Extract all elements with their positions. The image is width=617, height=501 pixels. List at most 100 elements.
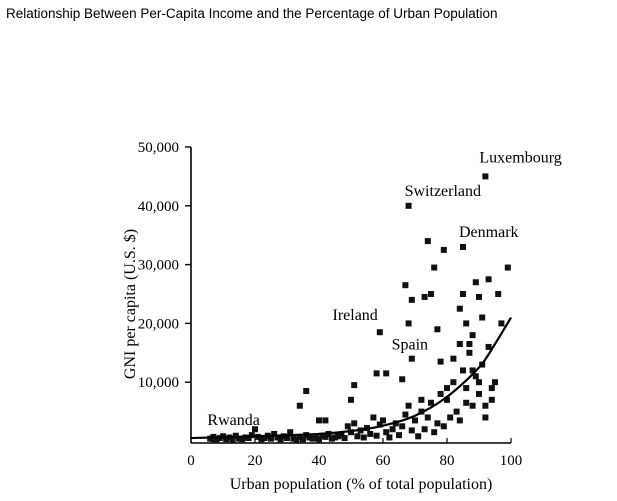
data-point	[373, 370, 380, 377]
data-point	[351, 382, 358, 389]
data-point	[408, 355, 415, 362]
data-point	[428, 291, 434, 297]
data-point	[232, 432, 239, 439]
data-point	[309, 435, 316, 442]
data-point	[402, 282, 409, 289]
x-axis-label: Urban population (% of total population)	[230, 476, 493, 493]
data-point	[472, 279, 479, 286]
data-point	[335, 433, 342, 440]
data-point	[498, 320, 505, 327]
data-point	[328, 435, 335, 442]
data-point	[479, 314, 486, 321]
data-point	[444, 385, 450, 392]
annotation-label: Rwanda	[207, 412, 259, 429]
data-point	[344, 423, 351, 430]
x-tick-label: 20	[248, 453, 263, 469]
data-point	[338, 431, 345, 438]
data-point	[456, 417, 463, 424]
data-point	[469, 332, 476, 339]
data-point	[399, 423, 406, 430]
data-point	[319, 432, 326, 439]
data-point	[277, 436, 284, 443]
data-point	[421, 426, 428, 433]
data-point	[245, 435, 252, 442]
data-point	[229, 436, 236, 443]
data-point	[213, 436, 220, 443]
data-point	[373, 432, 380, 439]
data-point	[376, 421, 383, 428]
data-point	[322, 433, 329, 440]
data-point	[485, 276, 492, 283]
data-point	[296, 433, 303, 440]
data-point	[370, 414, 377, 421]
data-point	[383, 370, 390, 377]
trend-curve	[190, 316, 512, 440]
data-point	[239, 436, 246, 443]
data-point	[354, 433, 361, 440]
data-point	[447, 414, 454, 421]
data-point	[252, 426, 258, 433]
data-point	[469, 402, 476, 409]
data-point	[466, 340, 473, 347]
data-point	[488, 385, 495, 392]
chart-axes: 10,000 20,000 30,000 40,000 50,000 0 20 40 60 80 1…	[138, 140, 523, 469]
annotation-label: Denmark	[459, 224, 519, 241]
data-point	[476, 379, 482, 386]
data-point	[405, 320, 412, 327]
data-point	[341, 435, 348, 442]
data-point	[424, 414, 431, 421]
data-point	[444, 396, 450, 403]
data-point	[287, 429, 294, 436]
data-point	[402, 411, 409, 418]
y-tick-label: 10,000	[138, 375, 179, 391]
data-point	[434, 326, 441, 333]
data-point	[306, 434, 313, 441]
data-point	[284, 435, 290, 442]
page-title: Relationship Between Per-Capita Income a…	[6, 6, 498, 21]
data-point	[271, 430, 278, 437]
data-point	[293, 436, 300, 443]
data-point	[472, 373, 479, 380]
data-point	[386, 434, 393, 441]
data-point	[460, 291, 466, 297]
x-tick-label: 60	[376, 453, 391, 469]
data-point	[504, 264, 511, 271]
data-point	[303, 388, 310, 395]
x-tick-label: 0	[187, 453, 195, 469]
data-point	[389, 426, 396, 433]
data-point	[421, 293, 428, 300]
data-point	[380, 417, 386, 424]
data-point	[223, 436, 230, 443]
data-point	[463, 320, 470, 327]
data-point	[431, 429, 438, 436]
annotation-label: Ireland	[332, 307, 377, 324]
data-point	[431, 264, 438, 271]
data-point	[492, 379, 498, 386]
data-point	[376, 329, 383, 336]
data-point	[495, 291, 502, 297]
data-point	[482, 173, 489, 180]
data-point	[405, 402, 412, 409]
data-point	[322, 417, 329, 424]
annotations: Luxembourg Switzerland Denmark Ireland Spain…	[207, 149, 561, 429]
data-point	[300, 436, 306, 443]
data-point	[440, 246, 447, 253]
data-point	[450, 379, 457, 386]
data-point	[434, 420, 441, 427]
annotation-label: Switzerland	[405, 183, 481, 200]
y-tick-label: 40,000	[138, 199, 179, 215]
data-point	[316, 417, 322, 424]
data-point	[412, 417, 418, 424]
data-point	[290, 435, 297, 442]
data-point	[367, 430, 374, 437]
annotation-label: Luxembourg	[479, 149, 561, 166]
data-point	[415, 433, 422, 440]
data-point	[261, 435, 268, 442]
data-point	[408, 427, 415, 434]
data-point	[453, 408, 460, 415]
x-tick-label: 80	[440, 453, 455, 469]
data-point	[463, 399, 470, 406]
data-point	[348, 396, 354, 403]
data-point	[450, 355, 457, 362]
annotation-label: Spain	[392, 337, 428, 354]
